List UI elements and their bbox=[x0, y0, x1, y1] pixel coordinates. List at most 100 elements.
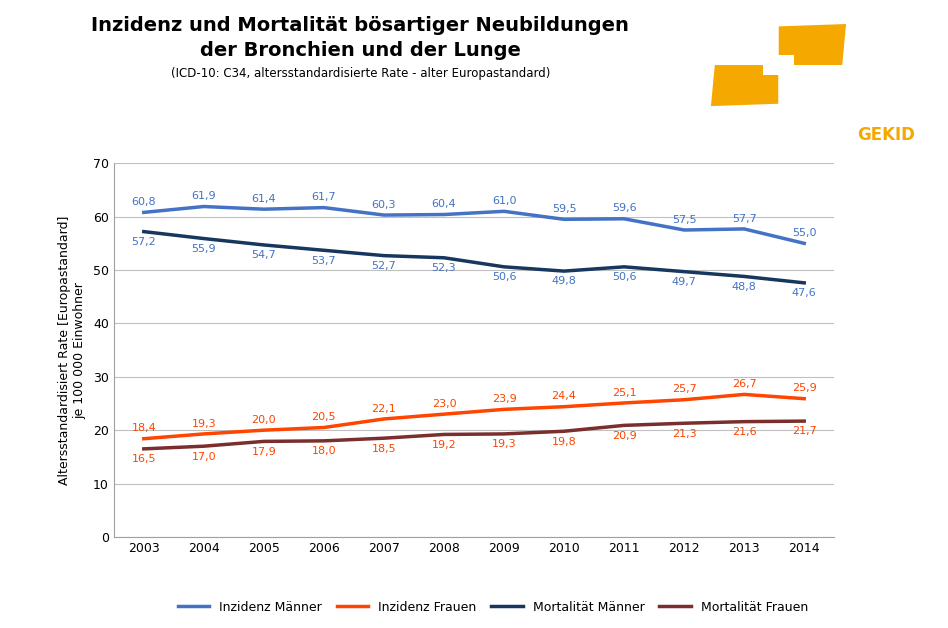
Mortalität Männer bbox=[798, 279, 810, 286]
Text: 50,6: 50,6 bbox=[611, 272, 636, 282]
Text: 55,0: 55,0 bbox=[792, 228, 816, 238]
Inzidenz Männer bbox=[198, 203, 210, 210]
Mortalität Frauen bbox=[198, 442, 210, 450]
Text: 21,3: 21,3 bbox=[672, 428, 697, 438]
Text: 60,3: 60,3 bbox=[372, 200, 396, 210]
Line: Inzidenz Männer: Inzidenz Männer bbox=[144, 207, 804, 243]
Text: 59,5: 59,5 bbox=[552, 204, 576, 214]
Text: 57,2: 57,2 bbox=[132, 237, 156, 247]
Mortalität Männer bbox=[378, 252, 390, 259]
Mortalität Frauen bbox=[258, 438, 269, 445]
Text: 50,6: 50,6 bbox=[492, 272, 517, 282]
Mortalität Männer bbox=[679, 268, 690, 276]
Mortalität Frauen bbox=[679, 420, 690, 427]
Inzidenz Frauen bbox=[138, 435, 150, 443]
Text: Inzidenz und Mortalität bösartiger Neubildungen: Inzidenz und Mortalität bösartiger Neubi… bbox=[91, 16, 629, 35]
Mortalität Männer bbox=[319, 247, 330, 254]
Inzidenz Frauen bbox=[558, 403, 570, 411]
Mortalität Männer bbox=[438, 254, 449, 261]
Text: 22,1: 22,1 bbox=[372, 404, 396, 414]
Text: 47,6: 47,6 bbox=[792, 288, 816, 298]
Inzidenz Frauen bbox=[198, 430, 210, 438]
Inzidenz Frauen bbox=[738, 391, 750, 398]
Text: 16,5: 16,5 bbox=[132, 454, 156, 464]
Mortalität Frauen bbox=[798, 418, 810, 425]
Text: 49,8: 49,8 bbox=[552, 276, 576, 286]
Text: 23,9: 23,9 bbox=[492, 394, 517, 404]
Text: 21,6: 21,6 bbox=[732, 427, 757, 437]
Text: 25,1: 25,1 bbox=[611, 387, 636, 398]
Inzidenz Männer bbox=[558, 215, 570, 223]
Text: 18,0: 18,0 bbox=[312, 446, 337, 456]
Text: 20,5: 20,5 bbox=[312, 412, 337, 422]
Text: 19,3: 19,3 bbox=[191, 419, 216, 428]
Polygon shape bbox=[711, 24, 778, 65]
Inzidenz Frauen bbox=[378, 415, 390, 423]
Text: 60,4: 60,4 bbox=[431, 199, 456, 209]
Mortalität Männer bbox=[258, 241, 269, 249]
Inzidenz Frauen bbox=[618, 399, 629, 407]
Mortalität Männer bbox=[198, 235, 210, 242]
Inzidenz Frauen bbox=[438, 411, 449, 418]
Inzidenz Männer bbox=[319, 204, 330, 212]
Inzidenz Männer bbox=[138, 208, 150, 216]
Text: 61,7: 61,7 bbox=[312, 192, 337, 202]
Legend: Inzidenz Männer, Inzidenz Frauen, Mortalität Männer, Mortalität Frauen: Inzidenz Männer, Inzidenz Frauen, Mortal… bbox=[173, 595, 813, 619]
Text: 61,0: 61,0 bbox=[492, 196, 517, 206]
Text: 20,9: 20,9 bbox=[611, 431, 636, 441]
Text: 53,7: 53,7 bbox=[312, 256, 337, 266]
Text: 52,3: 52,3 bbox=[431, 263, 456, 273]
Mortalität Frauen bbox=[558, 428, 570, 435]
Text: 59,6: 59,6 bbox=[611, 203, 636, 214]
Inzidenz Männer bbox=[679, 226, 690, 234]
Line: Mortalität Männer: Mortalität Männer bbox=[144, 232, 804, 283]
Text: 23,0: 23,0 bbox=[431, 399, 456, 409]
Inzidenz Männer bbox=[258, 205, 269, 213]
Mortalität Frauen bbox=[618, 421, 629, 429]
Inzidenz Männer bbox=[618, 215, 629, 222]
Y-axis label: Altersstandardisiert Rate [Europastandard]
je 100 000 Einwohner: Altersstandardisiert Rate [Europastandar… bbox=[58, 215, 86, 485]
Text: 17,0: 17,0 bbox=[191, 452, 216, 462]
Mortalität Frauen bbox=[438, 431, 449, 438]
Text: 61,4: 61,4 bbox=[251, 194, 276, 204]
Polygon shape bbox=[762, 55, 794, 75]
Inzidenz Männer bbox=[378, 211, 390, 219]
Mortalität Frauen bbox=[499, 430, 510, 438]
Mortalität Männer bbox=[499, 263, 510, 271]
Mortalität Männer bbox=[618, 263, 629, 271]
Text: GEKID: GEKID bbox=[857, 126, 915, 144]
Polygon shape bbox=[778, 24, 846, 65]
Text: 18,4: 18,4 bbox=[132, 423, 156, 433]
Inzidenz Frauen bbox=[258, 426, 269, 434]
Text: 21,7: 21,7 bbox=[792, 426, 816, 436]
Line: Inzidenz Frauen: Inzidenz Frauen bbox=[144, 394, 804, 439]
Text: (ICD-10: C34, altersstandardisierte Rate - alter Europastandard): (ICD-10: C34, altersstandardisierte Rate… bbox=[171, 67, 550, 80]
Inzidenz Männer bbox=[798, 239, 810, 247]
Inzidenz Männer bbox=[738, 225, 750, 233]
Text: 19,3: 19,3 bbox=[492, 439, 517, 449]
Mortalität Frauen bbox=[319, 437, 330, 445]
Inzidenz Männer bbox=[438, 211, 449, 219]
Text: der Bronchien und der Lunge: der Bronchien und der Lunge bbox=[200, 41, 520, 60]
Inzidenz Frauen bbox=[499, 406, 510, 413]
Inzidenz Männer bbox=[499, 207, 510, 215]
Mortalität Frauen bbox=[738, 418, 750, 425]
Text: 52,7: 52,7 bbox=[372, 261, 396, 271]
Mortalität Frauen bbox=[378, 435, 390, 442]
Inzidenz Frauen bbox=[319, 424, 330, 431]
Text: 18,5: 18,5 bbox=[372, 443, 396, 453]
Text: 57,7: 57,7 bbox=[732, 214, 757, 224]
Text: 25,9: 25,9 bbox=[792, 383, 816, 393]
Text: 49,7: 49,7 bbox=[672, 277, 697, 287]
Text: 48,8: 48,8 bbox=[732, 282, 757, 292]
Polygon shape bbox=[778, 65, 846, 106]
Mortalität Männer bbox=[738, 273, 750, 280]
Mortalität Männer bbox=[138, 228, 150, 236]
Mortalität Männer bbox=[558, 268, 570, 275]
Text: 26,7: 26,7 bbox=[732, 379, 757, 389]
Text: 60,8: 60,8 bbox=[132, 197, 156, 207]
Text: 61,9: 61,9 bbox=[191, 191, 216, 201]
Polygon shape bbox=[711, 65, 778, 106]
Text: 19,8: 19,8 bbox=[552, 436, 576, 447]
Text: 25,7: 25,7 bbox=[672, 384, 697, 394]
